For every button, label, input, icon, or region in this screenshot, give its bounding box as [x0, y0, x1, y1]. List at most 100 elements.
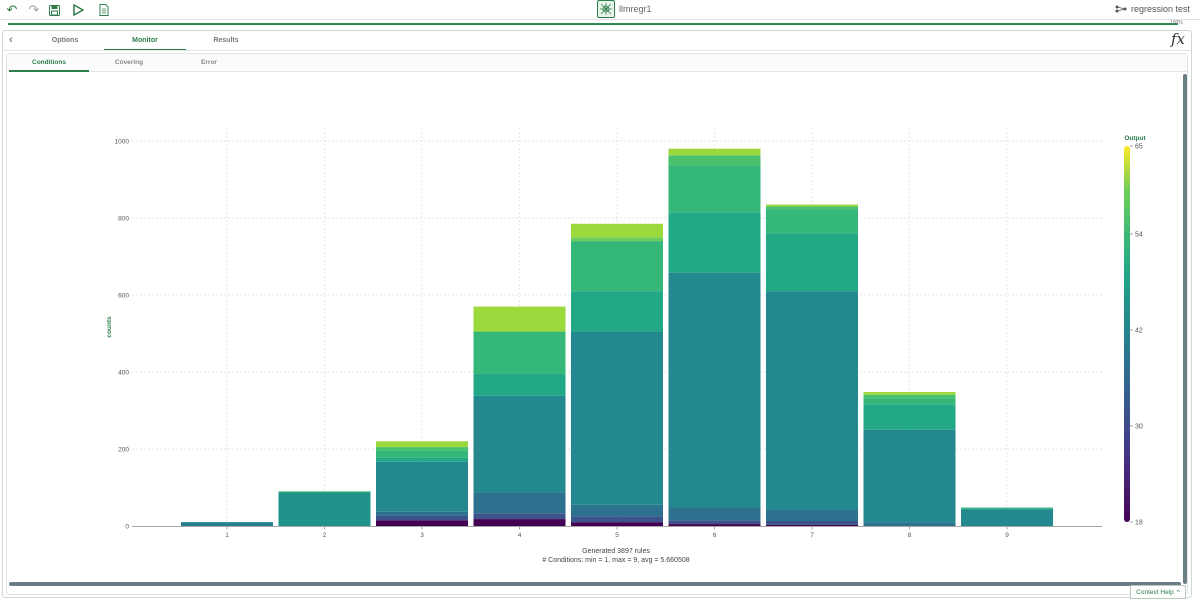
bar-segment[interactable]	[668, 524, 761, 526]
y-tick-label: 600	[118, 293, 129, 300]
colorbar-tick-label: 30	[1135, 424, 1143, 431]
run-icon[interactable]	[70, 2, 86, 18]
y-tick-label: 1000	[115, 139, 130, 146]
sub-tabs: Conditions Covering Error	[7, 54, 1187, 72]
horizontal-scrollbar[interactable]	[9, 582, 1181, 586]
bar-segment[interactable]	[278, 492, 371, 526]
bar-segment[interactable]	[571, 504, 663, 517]
bar-segment[interactable]	[571, 331, 663, 505]
x-tick-label: 4	[518, 532, 522, 539]
tab-error[interactable]: Error	[201, 59, 217, 66]
redo-icon[interactable]: ↷	[28, 2, 40, 17]
project-name: regression test	[1130, 4, 1190, 14]
bar-segment[interactable]	[766, 509, 858, 521]
bar-segment[interactable]	[668, 155, 761, 167]
y-tick-label: 400	[118, 370, 129, 377]
x-tick-label: 8	[908, 532, 912, 539]
tab-results[interactable]: Results	[213, 37, 239, 44]
context-help-label: Context Help	[1136, 588, 1174, 596]
bar-segment[interactable]	[863, 398, 956, 405]
bar-segment[interactable]	[766, 209, 858, 234]
tab-monitor[interactable]: Monitor	[132, 37, 158, 44]
document-icon[interactable]	[96, 2, 112, 18]
chevron-up-icon: ^	[1176, 588, 1180, 596]
progress-fill	[8, 23, 1178, 25]
tab-conditions[interactable]: Conditions	[32, 59, 66, 66]
x-tick-label: 6	[713, 532, 717, 539]
colorbar-tick-label: 18	[1135, 520, 1143, 527]
bar-segment[interactable]	[668, 148, 761, 156]
bar-segment[interactable]	[863, 392, 956, 395]
conditions-panel: Conditions Covering Error	[6, 53, 1188, 595]
network-icon	[1115, 5, 1127, 13]
bar-segment[interactable]	[863, 394, 956, 399]
bar-segment[interactable]	[961, 508, 1053, 510]
bar-segment[interactable]	[473, 395, 566, 493]
bar-segment[interactable]	[863, 522, 956, 526]
bar-segment[interactable]	[376, 520, 468, 526]
undo-icon[interactable]: ↶	[6, 2, 18, 17]
bar-segment[interactable]	[668, 520, 761, 525]
bar-segment[interactable]	[571, 241, 663, 292]
bar-segment[interactable]	[473, 492, 566, 514]
fx-icon[interactable]: fx	[1170, 30, 1185, 48]
bar-segment[interactable]	[961, 507, 1053, 509]
vertical-scrollbar[interactable]	[1183, 74, 1187, 584]
bar-segment[interactable]	[571, 522, 663, 526]
bar-segment[interactable]	[376, 450, 468, 458]
bar-segment[interactable]	[376, 441, 468, 448]
y-tick-label: 800	[118, 216, 129, 223]
bar-segment[interactable]	[278, 491, 371, 493]
bar-segment[interactable]	[571, 223, 663, 238]
bar-segment[interactable]	[473, 331, 566, 374]
bar-segment[interactable]	[571, 516, 663, 523]
bar-segment[interactable]	[376, 447, 468, 451]
bar-segment[interactable]	[376, 515, 468, 521]
bar-segment[interactable]	[863, 404, 956, 430]
bar-segment[interactable]	[376, 461, 468, 512]
project-indicator[interactable]: regression test	[1115, 4, 1190, 14]
bar-segment[interactable]	[181, 522, 273, 526]
x-tick-label: 1	[225, 532, 229, 539]
x-tick-label: 7	[810, 532, 814, 539]
bar-segment[interactable]	[766, 291, 858, 510]
bar-segment[interactable]	[376, 457, 468, 462]
tab-covering[interactable]: Covering	[114, 59, 144, 66]
bar-segment[interactable]	[766, 233, 858, 292]
save-icon[interactable]	[46, 2, 62, 18]
footer-conditions-stats: # Conditions: min = 1, max = 9, avg = 5.…	[542, 557, 689, 564]
bar-segment[interactable]	[668, 272, 761, 508]
bar-segment[interactable]	[571, 291, 663, 332]
bar-segment[interactable]	[668, 507, 761, 521]
bar-segment[interactable]	[473, 519, 566, 526]
progress-bar	[8, 23, 1178, 25]
node-title: llmregr1	[619, 4, 652, 14]
bar-segment[interactable]	[473, 513, 566, 520]
bar-segment[interactable]	[376, 511, 468, 516]
bar-segment[interactable]	[766, 524, 858, 526]
bar-segment[interactable]	[863, 429, 956, 523]
active-tab-indicator	[104, 49, 186, 50]
colorbar: Output 18 30 42 54 65	[1124, 135, 1146, 527]
progress-label: 100%	[1170, 20, 1183, 26]
node-icon	[597, 0, 615, 18]
top-toolbar: ↶ ↷ llmregr1 regression test	[0, 0, 1200, 20]
bar-segment[interactable]	[668, 212, 761, 273]
bar-segment[interactable]	[766, 204, 858, 207]
x-tick-label: 5	[615, 532, 619, 539]
bar-segment[interactable]	[766, 206, 858, 210]
footer-rules-count: Generated 3897 rules	[582, 548, 650, 555]
bar-segment[interactable]	[766, 520, 858, 525]
bar-segment[interactable]	[571, 237, 663, 242]
back-chevron-icon[interactable]: ‹	[9, 34, 13, 46]
bar-segment[interactable]	[668, 166, 761, 213]
y-tick-label: 0	[125, 524, 129, 531]
bar-segment[interactable]	[473, 373, 566, 396]
bar-segment[interactable]	[961, 509, 1053, 526]
colorbar-tick-label: 42	[1135, 328, 1143, 335]
bar-segment[interactable]	[473, 306, 566, 332]
bars	[181, 148, 1053, 526]
context-help-button[interactable]: Context Help ^	[1130, 585, 1186, 599]
tab-options[interactable]: Options	[51, 37, 79, 44]
